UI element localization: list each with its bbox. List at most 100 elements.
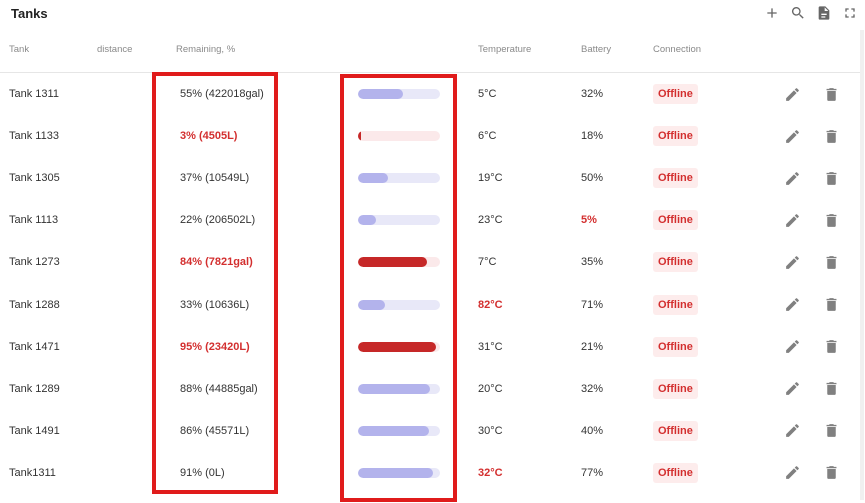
edit-icon[interactable]	[782, 337, 802, 357]
tank-name: Tank 1471	[9, 340, 60, 353]
remaining-value: 55% (422018gal)	[180, 88, 264, 100]
level-bar-fill	[358, 467, 433, 478]
column-header-distance[interactable]: distance	[97, 44, 133, 55]
delete-icon[interactable]	[821, 126, 841, 146]
battery-value: 50%	[581, 172, 604, 185]
level-bar-fill	[358, 89, 404, 99]
export-file-icon[interactable]	[815, 4, 833, 22]
table-row[interactable]: Tank 1289 88% (44885gal) 20°C 32% Offline	[0, 368, 860, 410]
toolbar	[763, 4, 859, 22]
column-header-temperature[interactable]: Temperature	[478, 44, 532, 55]
edit-icon[interactable]	[782, 252, 802, 272]
fullscreen-icon[interactable]	[841, 4, 859, 22]
remaining-value: 91% (0L)	[180, 466, 225, 479]
delete-icon[interactable]	[821, 463, 841, 483]
edit-icon[interactable]	[782, 421, 802, 441]
table-row[interactable]: Tank 1288 33% (10636L) 82°C 71% Offline	[0, 284, 860, 326]
edit-icon[interactable]	[782, 295, 802, 315]
level-bar	[358, 299, 440, 310]
battery-value: 5%	[581, 214, 597, 227]
scrollbar[interactable]	[860, 30, 864, 500]
battery-value: 18%	[581, 130, 604, 143]
tank-name: Tank1311	[9, 466, 56, 479]
level-bar	[358, 173, 440, 184]
delete-icon[interactable]	[821, 295, 841, 315]
temperature-value: 6°C	[478, 130, 497, 143]
level-bar-fill	[358, 257, 427, 268]
remaining-value: 33% (10636L)	[180, 298, 250, 311]
level-bar	[358, 257, 440, 268]
edit-icon[interactable]	[782, 168, 802, 188]
table-row[interactable]: Tank 1491 86% (45571L) 30°C 40% Offline	[0, 410, 860, 452]
delete-icon[interactable]	[821, 337, 841, 357]
level-bar-fill	[358, 215, 377, 226]
temperature-value: 7°C	[478, 256, 497, 269]
temperature-value: 19°C	[478, 172, 503, 185]
column-header-tank[interactable]: Tank	[9, 44, 30, 55]
battery-value: 32%	[581, 88, 604, 100]
connection-status-badge: Offline	[653, 252, 698, 273]
level-bar	[358, 131, 440, 142]
temperature-value: 82°C	[478, 298, 503, 311]
level-bar	[358, 467, 440, 478]
delete-icon[interactable]	[821, 421, 841, 441]
tank-name: Tank 1311	[9, 88, 59, 100]
connection-status-badge: Offline	[653, 84, 698, 104]
temperature-value: 23°C	[478, 214, 503, 227]
remaining-value: 3% (4505L)	[180, 130, 238, 143]
remaining-value: 95% (23420L)	[180, 340, 250, 353]
remaining-value: 88% (44885gal)	[180, 382, 258, 395]
connection-status-badge: Offline	[653, 210, 698, 231]
level-bar-fill	[358, 341, 436, 352]
connection-status-badge: Offline	[653, 420, 698, 441]
page-title: Tanks	[11, 6, 48, 21]
table-row[interactable]: Tank 1471 95% (23420L) 31°C 21% Offline	[0, 326, 860, 368]
search-icon[interactable]	[789, 4, 807, 22]
edit-icon[interactable]	[782, 126, 802, 146]
battery-value: 35%	[581, 256, 604, 269]
table-row[interactable]: Tank 1133 3% (4505L) 6°C 18% Offline	[0, 115, 860, 157]
edit-icon[interactable]	[782, 84, 802, 104]
battery-value: 40%	[581, 424, 604, 437]
tank-name: Tank 1305	[9, 172, 60, 185]
delete-icon[interactable]	[821, 168, 841, 188]
connection-status-badge: Offline	[653, 168, 698, 189]
battery-value: 77%	[581, 466, 604, 479]
delete-icon[interactable]	[821, 84, 841, 104]
temperature-value: 5°C	[478, 88, 497, 100]
column-header-remaining[interactable]: Remaining, %	[176, 44, 236, 55]
remaining-value: 86% (45571L)	[180, 424, 250, 437]
tank-name: Tank 1491	[9, 424, 60, 437]
connection-status-badge: Offline	[653, 462, 698, 483]
temperature-value: 32°C	[478, 466, 503, 479]
remaining-value: 84% (7821gal)	[180, 256, 253, 269]
edit-icon[interactable]	[782, 379, 802, 399]
table-row[interactable]: Tank 1305 37% (10549L) 19°C 50% Offline	[0, 157, 860, 199]
level-bar-fill	[358, 299, 386, 310]
level-bar	[358, 89, 440, 99]
table-row[interactable]: Tank 1311 55% (422018gal) 5°C 32% Offline	[0, 73, 860, 115]
connection-status-badge: Offline	[653, 126, 698, 147]
battery-value: 32%	[581, 382, 604, 395]
table-row[interactable]: Tank 1273 84% (7821gal) 7°C 35% Offline	[0, 241, 860, 283]
add-icon[interactable]	[763, 4, 781, 22]
level-bar-fill	[358, 425, 429, 436]
edit-icon[interactable]	[782, 210, 802, 230]
level-bar	[358, 425, 440, 436]
level-bar-fill	[358, 173, 389, 184]
battery-value: 71%	[581, 298, 604, 311]
remaining-value: 37% (10549L)	[180, 172, 250, 185]
delete-icon[interactable]	[821, 210, 841, 230]
level-bar	[358, 383, 440, 394]
table-row[interactable]: Tank1311 91% (0L) 32°C 77% Offline	[0, 452, 860, 494]
connection-status-badge: Offline	[653, 336, 698, 357]
temperature-value: 30°C	[478, 424, 503, 437]
delete-icon[interactable]	[821, 252, 841, 272]
column-header-connection[interactable]: Connection	[653, 44, 702, 55]
tank-name: Tank 1288	[9, 298, 60, 311]
delete-icon[interactable]	[821, 379, 841, 399]
connection-status-badge: Offline	[653, 378, 698, 399]
table-row[interactable]: Tank 1113 22% (206502L) 23°C 5% Offline	[0, 199, 860, 241]
column-header-battery[interactable]: Battery	[581, 44, 612, 55]
edit-icon[interactable]	[782, 463, 802, 483]
